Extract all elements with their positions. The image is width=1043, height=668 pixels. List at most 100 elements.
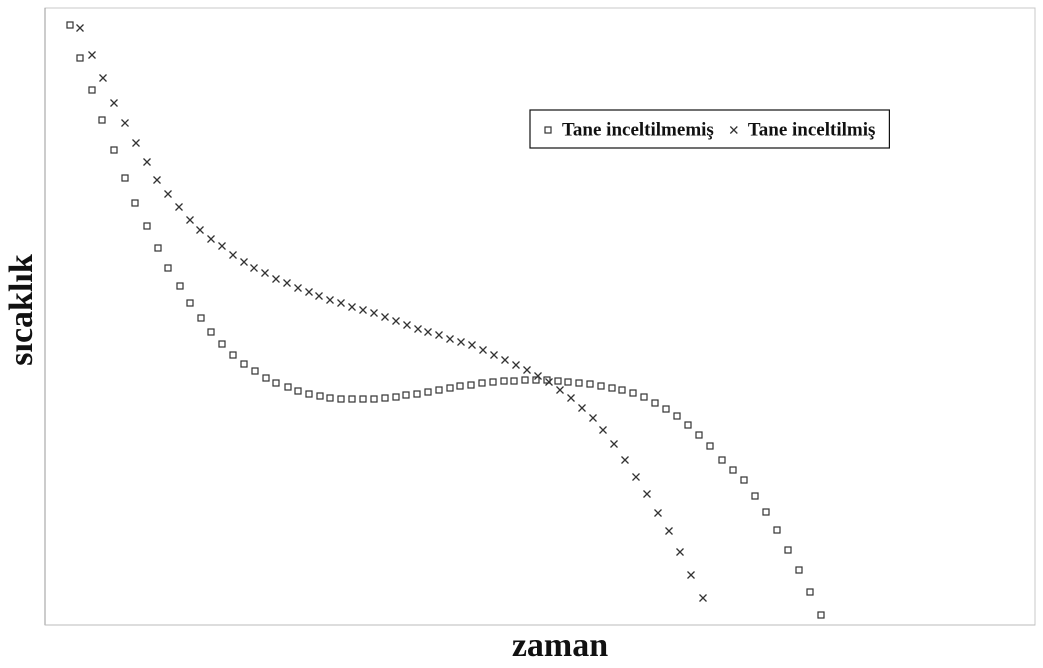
point [543,376,551,384]
point [729,466,737,474]
plot-frame [44,7,1036,626]
legend-marker [729,126,738,134]
point [468,341,476,349]
point [392,393,400,401]
point [240,360,248,368]
point [98,116,106,124]
point [186,216,194,224]
point [554,377,562,385]
point [370,395,378,403]
x-axis-label: zaman [512,627,608,664]
point [99,74,107,82]
point [240,258,248,266]
point [229,351,237,359]
point [751,492,759,500]
point [176,282,184,290]
point [186,299,194,307]
point [817,611,825,619]
point [643,490,651,498]
point [359,306,367,314]
point [599,426,607,434]
point [381,394,389,402]
point [250,264,258,272]
point [110,99,118,107]
point [654,509,662,517]
point [305,288,313,296]
point [510,377,518,385]
point [196,226,204,234]
point [632,473,640,481]
point [567,394,575,402]
point [597,382,605,390]
point [467,381,475,389]
point [534,372,542,380]
point [294,284,302,292]
point [413,390,421,398]
point [618,386,626,394]
point [88,51,96,59]
legend-label: Tane inceltilmemiş [562,119,714,140]
legend-marker [544,126,552,134]
point [154,244,162,252]
point [284,383,292,391]
point [272,275,280,283]
point [337,299,345,307]
point [621,456,629,464]
point [131,199,139,207]
point [294,387,302,395]
point [218,242,226,250]
point [283,279,291,287]
point [88,86,96,94]
point [523,366,531,374]
y-axis-label: sıcaklık [3,254,40,366]
point [684,421,692,429]
point [207,328,215,336]
point [532,376,540,384]
point [121,119,129,127]
point [446,384,454,392]
point [262,374,270,382]
point [589,414,597,422]
point [687,571,695,579]
point [586,380,594,388]
point [348,303,356,311]
point [489,378,497,386]
legend-box [529,109,890,149]
point [132,139,140,147]
point [121,174,129,182]
point [110,146,118,154]
point [490,351,498,359]
point [718,456,726,464]
point [424,388,432,396]
point [500,377,508,385]
point [261,269,269,277]
point [673,412,681,420]
point [479,346,487,354]
point [251,367,259,375]
point [197,314,205,322]
point [414,325,422,333]
point [218,340,226,348]
point [66,21,74,29]
point [740,476,748,484]
point [403,321,411,329]
point [446,335,454,343]
point [457,338,465,346]
point [315,292,323,300]
point [435,386,443,394]
point [795,566,803,574]
point [501,356,509,364]
point [575,379,583,387]
point [337,395,345,403]
point [478,379,486,387]
point [305,390,313,398]
point [143,158,151,166]
legend-label: Tane inceltilmiş [748,119,876,140]
point [564,378,572,386]
point [175,203,183,211]
point [762,508,770,516]
point [381,313,389,321]
point [610,440,618,448]
point [348,395,356,403]
